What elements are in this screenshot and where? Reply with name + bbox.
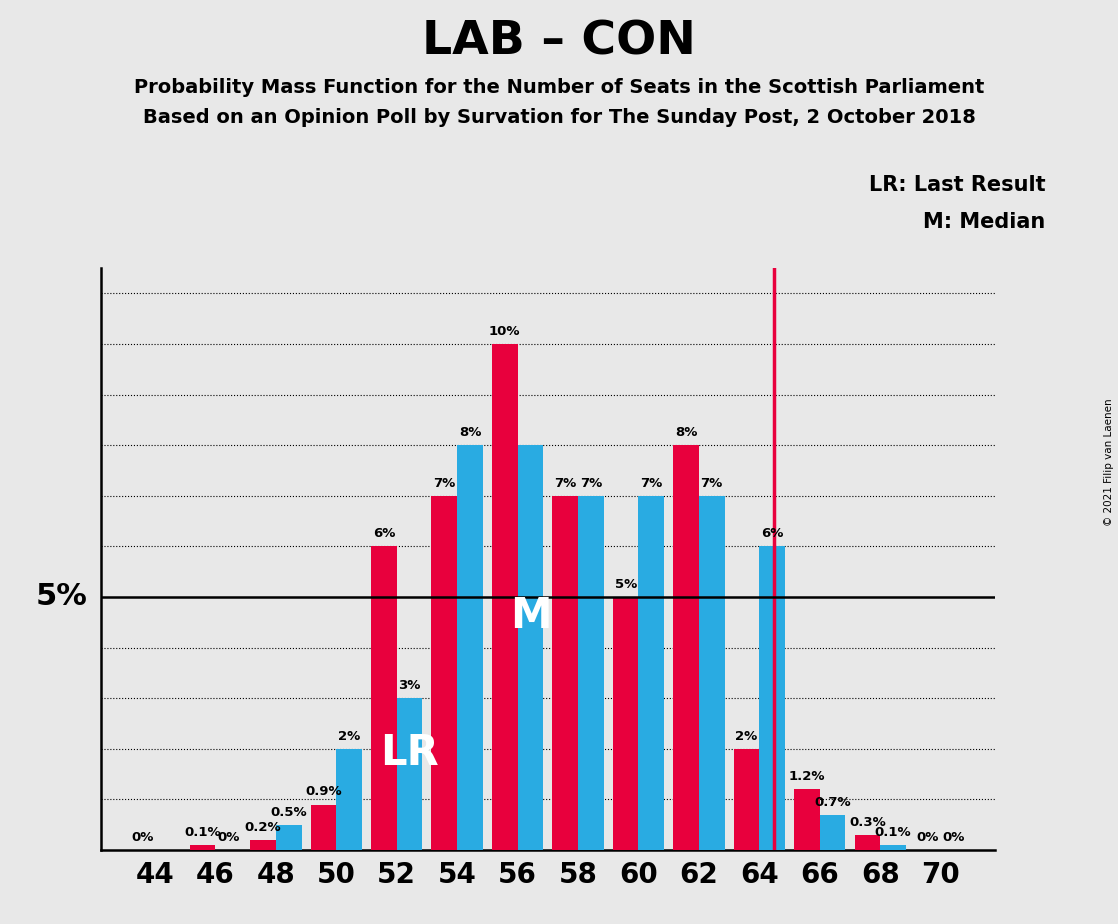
Text: 7%: 7% <box>641 477 663 490</box>
Bar <box>733 748 759 850</box>
Text: Based on an Opinion Poll by Survation for The Sunday Post, 2 October 2018: Based on an Opinion Poll by Survation fo… <box>143 108 975 127</box>
Text: 0%: 0% <box>217 831 239 844</box>
Bar <box>311 805 337 850</box>
Bar <box>190 845 216 850</box>
Bar <box>250 840 276 850</box>
Text: LR: Last Result: LR: Last Result <box>869 175 1045 195</box>
Text: 10%: 10% <box>489 325 521 338</box>
Text: 1.2%: 1.2% <box>788 771 825 784</box>
Text: LAB – CON: LAB – CON <box>423 19 695 64</box>
Bar <box>457 445 483 850</box>
Text: LR: LR <box>380 732 439 774</box>
Text: 0%: 0% <box>942 831 965 844</box>
Text: 0%: 0% <box>131 831 153 844</box>
Text: 7%: 7% <box>701 477 723 490</box>
Bar <box>276 825 302 850</box>
Text: 8%: 8% <box>675 426 698 439</box>
Bar <box>552 496 578 850</box>
Text: 0.5%: 0.5% <box>271 806 307 819</box>
Text: 0.9%: 0.9% <box>305 785 342 798</box>
Text: 2%: 2% <box>338 730 360 743</box>
Text: © 2021 Filip van Laenen: © 2021 Filip van Laenen <box>1105 398 1114 526</box>
Bar <box>397 699 423 850</box>
Bar <box>794 789 819 850</box>
Bar <box>854 835 880 850</box>
Bar <box>759 546 785 850</box>
Bar <box>819 815 845 850</box>
Text: 5%: 5% <box>615 578 637 591</box>
Text: 8%: 8% <box>458 426 481 439</box>
Text: M: Median: M: Median <box>923 212 1045 232</box>
Bar <box>638 496 664 850</box>
Bar <box>673 445 699 850</box>
Bar <box>880 845 906 850</box>
Text: 7%: 7% <box>433 477 455 490</box>
Text: 0.3%: 0.3% <box>849 816 885 829</box>
Text: M: M <box>510 595 551 638</box>
Text: 5%: 5% <box>36 582 87 612</box>
Bar <box>337 748 362 850</box>
Bar <box>578 496 604 850</box>
Text: 3%: 3% <box>398 679 420 692</box>
Text: 7%: 7% <box>555 477 576 490</box>
Bar <box>518 445 543 850</box>
Text: 0%: 0% <box>917 831 939 844</box>
Bar <box>432 496 457 850</box>
Bar <box>371 546 397 850</box>
Text: 0.1%: 0.1% <box>184 826 221 839</box>
Text: Probability Mass Function for the Number of Seats in the Scottish Parliament: Probability Mass Function for the Number… <box>134 79 984 97</box>
Text: 0.2%: 0.2% <box>245 821 282 833</box>
Text: 6%: 6% <box>372 528 395 541</box>
Bar <box>699 496 724 850</box>
Text: 0.1%: 0.1% <box>874 826 911 839</box>
Text: 7%: 7% <box>580 477 601 490</box>
Text: 2%: 2% <box>736 730 758 743</box>
Text: 0.7%: 0.7% <box>814 796 851 808</box>
Bar <box>613 597 638 850</box>
Text: 6%: 6% <box>761 528 784 541</box>
Bar <box>492 344 518 850</box>
